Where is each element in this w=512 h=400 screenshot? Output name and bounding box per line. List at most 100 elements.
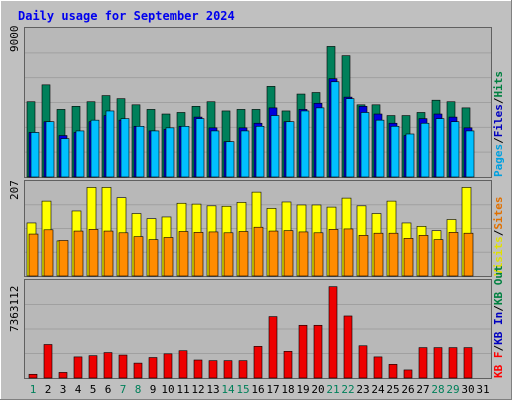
bar-sites-day-15 — [238, 231, 249, 277]
bar-kb-f-day-8 — [133, 362, 143, 379]
bar-sites-day-7 — [118, 232, 129, 277]
bar-pages-day-24 — [375, 119, 385, 178]
chart-title: Daily usage for September 2024 — [18, 9, 235, 23]
legend-panel-3: KB F/KB In/KB Out — [492, 265, 505, 378]
x-tick-label-day-12: 12 — [191, 383, 204, 396]
bar-kb-f-day-17 — [268, 316, 278, 379]
bar-pages-day-29 — [450, 121, 460, 178]
bar-sites-day-20 — [313, 232, 324, 277]
hits-ymax-label: 9000 — [8, 26, 21, 53]
bar-kb-f-day-10 — [163, 353, 173, 379]
legend-separator: / — [492, 137, 505, 144]
x-tick-label-day-20: 20 — [311, 383, 324, 396]
legend-item-kb-in: KB In — [492, 312, 505, 345]
bar-kb-f-day-7 — [118, 354, 128, 379]
x-tick-label-day-21: 21 — [326, 383, 339, 396]
legend-item-kb-f: KB F — [492, 352, 505, 379]
bar-kb-f-day-12 — [193, 359, 203, 379]
x-tick-label-day-13: 13 — [206, 383, 219, 396]
bar-kb-f-day-28 — [433, 347, 443, 379]
x-tick-label-day-5: 5 — [90, 383, 97, 396]
bar-sites-day-9 — [148, 239, 159, 277]
bar-sites-day-26 — [403, 238, 414, 277]
x-tick-label-day-7: 7 — [120, 383, 127, 396]
x-tick-label-day-4: 4 — [75, 383, 82, 396]
bar-sites-day-1 — [28, 233, 39, 277]
visits-ymax-label: 207 — [8, 180, 21, 200]
bar-kb-f-day-5 — [88, 355, 98, 379]
x-tick-label-day-6: 6 — [105, 383, 112, 396]
legend-separator: / — [492, 229, 505, 236]
bar-kb-f-day-19 — [298, 324, 308, 379]
x-tick-label-day-8: 8 — [135, 383, 142, 396]
kbytes-ymax-label: 7363112 — [8, 286, 21, 332]
x-tick-label-day-11: 11 — [176, 383, 189, 396]
legend-item-sites: Sites — [492, 197, 505, 230]
bar-kb-f-day-1 — [28, 373, 38, 379]
bar-pages-day-2 — [45, 121, 55, 178]
bar-sites-day-13 — [208, 231, 219, 277]
bar-sites-day-3 — [58, 240, 69, 277]
x-tick-label-day-17: 17 — [266, 383, 279, 396]
bar-sites-day-14 — [223, 232, 234, 277]
bar-pages-day-11 — [180, 126, 190, 178]
bars-layer — [26, 46, 475, 379]
x-tick-label-day-2: 2 — [45, 383, 52, 396]
bar-pages-day-4 — [75, 130, 85, 178]
bar-kb-f-day-4 — [73, 356, 83, 379]
bar-kb-f-day-25 — [388, 364, 398, 379]
bar-kb-f-day-3 — [58, 372, 68, 379]
bar-sites-day-19 — [298, 231, 309, 277]
bar-sites-day-16 — [253, 226, 264, 277]
legend-item-kb-out: KB Out — [492, 265, 505, 305]
bar-sites-day-2 — [43, 229, 54, 277]
bar-sites-day-10 — [163, 237, 174, 277]
bar-pages-day-30 — [465, 130, 475, 178]
x-tick-label-day-16: 16 — [251, 383, 264, 396]
bar-sites-day-29 — [448, 232, 459, 277]
x-tick-label-day-26: 26 — [401, 383, 414, 396]
bar-sites-day-6 — [103, 230, 114, 277]
x-tick-label-day-28: 28 — [431, 383, 444, 396]
bar-kb-f-day-26 — [403, 369, 413, 379]
bar-kb-f-day-14 — [223, 360, 233, 379]
bar-kb-f-day-22 — [343, 315, 353, 379]
bar-pages-day-3 — [60, 138, 70, 178]
bar-kb-f-day-15 — [238, 360, 248, 379]
bar-sites-day-28 — [433, 239, 444, 277]
bar-pages-day-7 — [120, 118, 130, 178]
bar-pages-day-22 — [345, 98, 355, 178]
bar-pages-day-6 — [105, 110, 115, 178]
bar-sites-day-30 — [463, 232, 474, 277]
bar-pages-day-16 — [255, 126, 265, 178]
bar-kb-f-day-24 — [373, 356, 383, 379]
bar-kb-f-day-21 — [328, 286, 338, 379]
bar-pages-day-8 — [135, 126, 145, 178]
bar-sites-day-12 — [193, 232, 204, 277]
bar-pages-day-1 — [30, 132, 40, 178]
bar-pages-day-14 — [225, 141, 235, 178]
bar-pages-day-17 — [270, 115, 280, 178]
legend-separator: / — [492, 305, 505, 312]
x-tick-label-day-3: 3 — [60, 383, 67, 396]
x-tick-label-day-10: 10 — [161, 383, 174, 396]
legend-item-visits: Visits — [492, 236, 505, 276]
bar-pages-day-23 — [360, 112, 370, 178]
bar-sites-day-17 — [268, 230, 279, 277]
x-tick-label-day-24: 24 — [371, 383, 385, 396]
bar-sites-day-11 — [178, 231, 189, 277]
legend-panel-1: Pages/Files/Hits — [492, 71, 505, 177]
x-tick-label-day-15: 15 — [236, 383, 249, 396]
x-tick-label-day-27: 27 — [416, 383, 429, 396]
bar-pages-day-26 — [405, 133, 415, 178]
x-tick-label-day-30: 30 — [461, 383, 474, 396]
bar-sites-day-27 — [418, 235, 429, 277]
bar-kb-f-day-2 — [43, 344, 53, 379]
x-tick-label-day-29: 29 — [446, 383, 459, 396]
x-tick-label-day-19: 19 — [296, 383, 309, 396]
bar-kb-f-day-6 — [103, 352, 113, 379]
legend-item-hits: Hits — [492, 71, 505, 98]
bar-pages-day-25 — [390, 126, 400, 178]
